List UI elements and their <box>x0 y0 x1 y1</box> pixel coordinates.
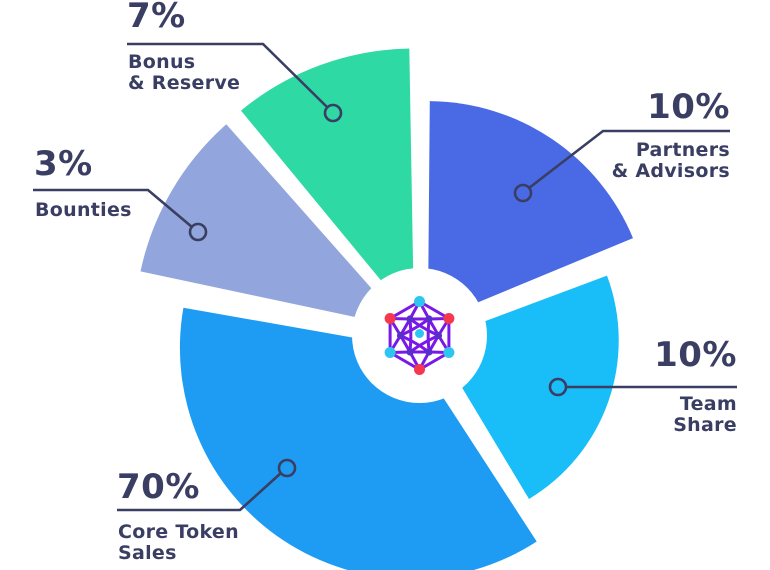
marker-ring-bounties <box>188 222 208 242</box>
leader-line-bonus-reserve <box>127 42 328 108</box>
pct-label-partners-advisors: 10% <box>647 87 730 127</box>
name-line: Bonus <box>128 51 196 73</box>
marker-ring-bonus-reserve <box>323 103 343 123</box>
callout-pct-bounties: 3% <box>34 146 93 182</box>
marker-ring-team-share <box>548 377 568 397</box>
logo-node-dot <box>443 347 455 358</box>
callout-name-partners-advisors: Partners & Advisors <box>612 140 730 181</box>
callout-name-bonus-reserve: Bonus & Reserve <box>128 52 240 93</box>
pct-label-team-share: 10% <box>654 335 737 375</box>
slice-bounties <box>140 124 407 328</box>
marker-ring-partners-advisors <box>513 183 533 203</box>
callout-name-team-share: Team Share <box>673 394 737 435</box>
pct-label-bonus-reserve: 7% <box>127 0 186 36</box>
logo-node-dot <box>406 348 414 356</box>
logo-node-dot <box>414 296 425 307</box>
slice-partners-advisors <box>427 101 633 324</box>
callout-name-core-token-sales: Core Token Sales <box>118 522 239 563</box>
logo-node-dot <box>443 313 455 324</box>
logo-node-dot <box>434 331 443 340</box>
logo-node-dot <box>425 348 433 356</box>
logo-node-dot <box>384 347 396 358</box>
slice-bonus-reserve <box>241 48 414 321</box>
callout-pct-team-share: 10% <box>654 337 737 373</box>
logo-center-dot <box>415 329 424 338</box>
callout-name-bounties: Bounties <box>35 200 132 221</box>
name-line: & Reserve <box>128 71 241 94</box>
slice-core-token-sales <box>179 307 537 570</box>
name-line: Bounties <box>35 199 132 221</box>
leader-line-partners-advisors <box>528 129 730 190</box>
name-line: & Advisors <box>611 159 730 182</box>
leader-line-core-token-sales <box>117 472 282 512</box>
name-label-bounties: Bounties <box>35 200 132 221</box>
name-label-bonus-reserve: Bonus & Reserve <box>128 52 240 93</box>
name-line: Partners <box>635 139 730 161</box>
logo-node-dot <box>414 364 425 375</box>
pct-label-bounties: 3% <box>34 144 93 184</box>
name-line: Share <box>673 413 737 436</box>
name-line: Team <box>679 393 737 415</box>
name-label-core-token-sales: Core Token Sales <box>118 522 239 563</box>
name-line: Core Token <box>118 521 239 543</box>
logo-node-dot <box>396 331 405 340</box>
callout-pct-partners-advisors: 10% <box>647 89 730 125</box>
name-line: Sales <box>118 541 177 564</box>
logo-node-dot <box>384 313 396 324</box>
leader-line-bounties <box>33 188 193 228</box>
name-label-team-share: Team Share <box>673 394 737 435</box>
pct-label-core-token-sales: 70% <box>117 467 200 507</box>
logo-node-dot <box>425 315 433 323</box>
marker-ring-core-token-sales <box>277 458 297 478</box>
callout-pct-bonus-reserve: 7% <box>127 0 186 34</box>
logo-node-dot <box>406 315 414 323</box>
callout-pct-core-token-sales: 70% <box>117 469 200 505</box>
name-label-partners-advisors: Partners & Advisors <box>612 140 730 181</box>
